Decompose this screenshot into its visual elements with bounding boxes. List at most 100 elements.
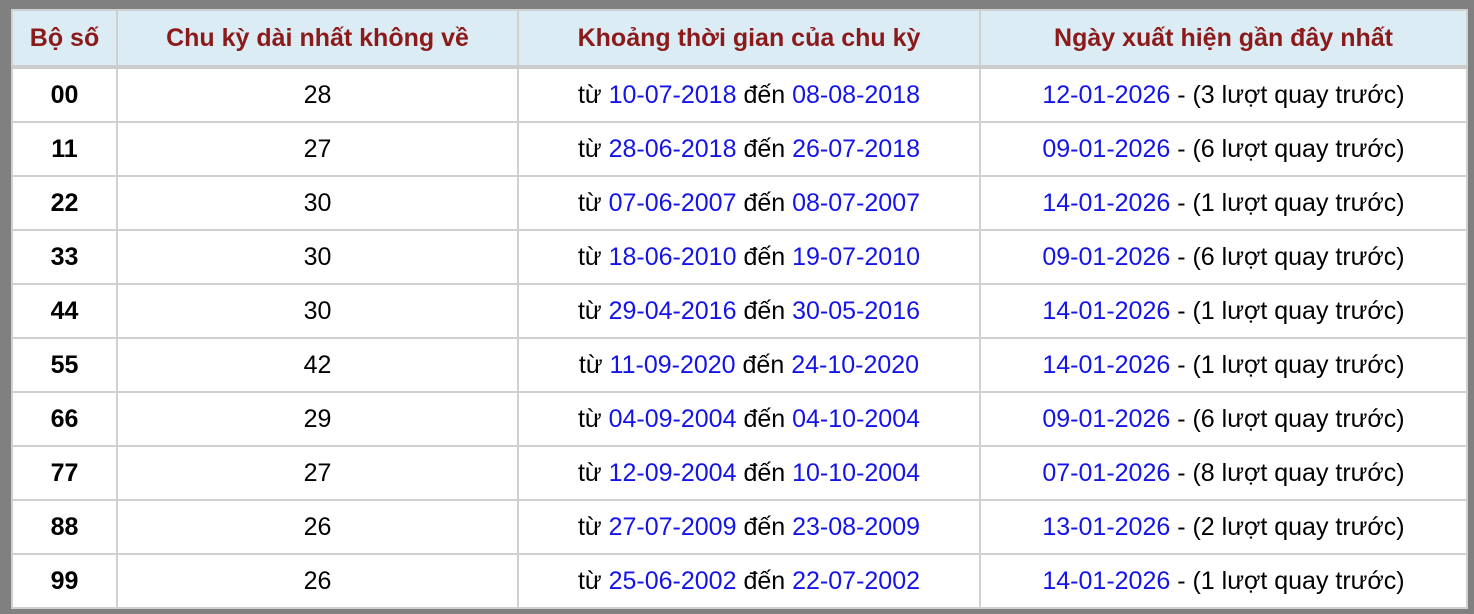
cycle-table: Bộ số Chu kỳ dài nhất không về Khoảng th… <box>11 9 1468 609</box>
last-note: - (6 lượt quay trước) <box>1170 134 1405 163</box>
cycle-cell: 30 <box>116 229 519 285</box>
table-row: 44 30 từ 29-04-2016 đến 30-05-2016 14-01-20… <box>11 283 1468 339</box>
last-seen-cell: 09-01-2026 - (6 lượt quay trước) <box>979 391 1468 447</box>
last-seen-cell: 07-01-2026 - (8 lượt quay trước) <box>979 445 1468 501</box>
from-label: từ <box>577 404 602 433</box>
table-row: 88 26 từ 27-07-2009 đến 23-08-2009 13-01-20… <box>11 499 1468 555</box>
from-label: từ <box>577 458 602 487</box>
from-date-link[interactable]: 12-09-2004 <box>608 458 737 487</box>
header-number: Bộ số <box>11 9 118 69</box>
number-cell: 11 <box>11 121 118 177</box>
from-date-link[interactable]: 27-07-2009 <box>608 512 737 541</box>
from-label: từ <box>577 566 602 595</box>
period-cell: từ 25-06-2002 đến 22-07-2002 <box>517 553 981 609</box>
last-date-link[interactable]: 14-01-2026 <box>1042 350 1171 379</box>
to-date-link[interactable]: 08-07-2007 <box>792 188 921 217</box>
last-date-link[interactable]: 14-01-2026 <box>1042 296 1171 325</box>
last-date-link[interactable]: 13-01-2026 <box>1042 512 1171 541</box>
number-cell: 77 <box>11 445 118 501</box>
cycle-cell: 42 <box>116 337 519 393</box>
period-cell: từ 04-09-2004 đến 04-10-2004 <box>517 391 981 447</box>
table-row: 55 42 từ 11-09-2020 đến 24-10-2020 14-01-20… <box>11 337 1468 393</box>
from-date-link[interactable]: 29-04-2016 <box>608 296 737 325</box>
last-seen-cell: 09-01-2026 - (6 lượt quay trước) <box>979 121 1468 177</box>
last-seen-cell: 13-01-2026 - (2 lượt quay trước) <box>979 499 1468 555</box>
to-label: đến <box>743 296 786 325</box>
from-date-link[interactable]: 11-09-2020 <box>609 350 736 379</box>
number-cell: 88 <box>11 499 118 555</box>
to-date-link[interactable]: 10-10-2004 <box>792 458 921 487</box>
to-label: đến <box>742 350 785 379</box>
cycle-cell: 26 <box>116 499 519 555</box>
to-label: đến <box>743 80 786 109</box>
to-label: đến <box>743 512 786 541</box>
last-date-link[interactable]: 14-01-2026 <box>1042 566 1171 595</box>
cycle-cell: 27 <box>116 445 519 501</box>
last-date-link[interactable]: 12-01-2026 <box>1042 80 1171 109</box>
last-seen-cell: 09-01-2026 - (6 lượt quay trước) <box>979 229 1468 285</box>
number-cell: 99 <box>11 553 118 609</box>
period-cell: từ 27-07-2009 đến 23-08-2009 <box>517 499 981 555</box>
last-date-link[interactable]: 09-01-2026 <box>1042 134 1171 163</box>
table-row: 99 26 từ 25-06-2002 đến 22-07-2002 14-01-20… <box>11 553 1468 609</box>
to-date-link[interactable]: 08-08-2018 <box>792 80 921 109</box>
cycle-cell: 27 <box>116 121 519 177</box>
header-period: Khoảng thời gian của chu kỳ <box>517 9 981 69</box>
last-note: - (1 lượt quay trước) <box>1170 296 1405 325</box>
last-date-link[interactable]: 14-01-2026 <box>1042 188 1171 217</box>
to-date-link[interactable]: 04-10-2004 <box>792 404 921 433</box>
from-label: từ <box>577 188 602 217</box>
cycle-cell: 28 <box>116 66 519 123</box>
from-label: từ <box>577 134 602 163</box>
table-row: 22 30 từ 07-06-2007 đến 08-07-2007 14-01-20… <box>11 175 1468 231</box>
from-date-link[interactable]: 28-06-2018 <box>608 134 737 163</box>
from-date-link[interactable]: 07-06-2007 <box>608 188 737 217</box>
last-note: - (6 lượt quay trước) <box>1170 404 1405 433</box>
table-row: 66 29 từ 04-09-2004 đến 04-10-2004 09-01-20… <box>11 391 1468 447</box>
number-cell: 00 <box>11 66 118 123</box>
cycle-cell: 29 <box>116 391 519 447</box>
to-date-link[interactable]: 24-10-2020 <box>791 350 920 379</box>
period-cell: từ 07-06-2007 đến 08-07-2007 <box>517 175 981 231</box>
period-cell: từ 12-09-2004 đến 10-10-2004 <box>517 445 981 501</box>
from-label: từ <box>577 80 602 109</box>
last-date-link[interactable]: 09-01-2026 <box>1042 404 1171 433</box>
last-seen-cell: 14-01-2026 - (1 lượt quay trước) <box>979 283 1468 339</box>
number-cell: 22 <box>11 175 118 231</box>
last-note: - (1 lượt quay trước) <box>1170 350 1405 379</box>
period-cell: từ 28-06-2018 đến 26-07-2018 <box>517 121 981 177</box>
table-row: 77 27 từ 12-09-2004 đến 10-10-2004 07-01-20… <box>11 445 1468 501</box>
last-note: - (3 lượt quay trước) <box>1170 80 1405 109</box>
header-row: Bộ số Chu kỳ dài nhất không về Khoảng th… <box>11 9 1468 69</box>
from-date-link[interactable]: 18-06-2010 <box>608 242 737 271</box>
last-date-link[interactable]: 07-01-2026 <box>1042 458 1171 487</box>
from-label: từ <box>578 350 603 379</box>
cycle-cell: 26 <box>116 553 519 609</box>
to-date-link[interactable]: 30-05-2016 <box>792 296 921 325</box>
from-label: từ <box>577 512 602 541</box>
header-last-seen: Ngày xuất hiện gần đây nhất <box>979 9 1468 69</box>
to-date-link[interactable]: 19-07-2010 <box>792 242 921 271</box>
number-cell: 55 <box>11 337 118 393</box>
to-date-link[interactable]: 26-07-2018 <box>792 134 921 163</box>
last-note: - (1 lượt quay trước) <box>1170 566 1405 595</box>
table-row: 00 28 từ 10-07-2018 đến 08-08-2018 12-01-20… <box>11 66 1468 123</box>
from-date-link[interactable]: 25-06-2002 <box>608 566 737 595</box>
to-label: đến <box>743 458 786 487</box>
to-date-link[interactable]: 23-08-2009 <box>792 512 921 541</box>
from-date-link[interactable]: 10-07-2018 <box>608 80 737 109</box>
from-date-link[interactable]: 04-09-2004 <box>608 404 737 433</box>
from-label: từ <box>577 296 602 325</box>
to-label: đến <box>743 404 786 433</box>
to-label: đến <box>743 242 786 271</box>
last-note: - (2 lượt quay trước) <box>1170 512 1405 541</box>
last-seen-cell: 14-01-2026 - (1 lượt quay trước) <box>979 175 1468 231</box>
last-date-link[interactable]: 09-01-2026 <box>1042 242 1171 271</box>
cycle-cell: 30 <box>116 283 519 339</box>
period-cell: từ 18-06-2010 đến 19-07-2010 <box>517 229 981 285</box>
last-note: - (8 lượt quay trước) <box>1170 458 1405 487</box>
to-date-link[interactable]: 22-07-2002 <box>792 566 921 595</box>
last-seen-cell: 14-01-2026 - (1 lượt quay trước) <box>979 337 1468 393</box>
last-note: - (6 lượt quay trước) <box>1170 242 1405 271</box>
header-cycle: Chu kỳ dài nhất không về <box>116 9 519 69</box>
